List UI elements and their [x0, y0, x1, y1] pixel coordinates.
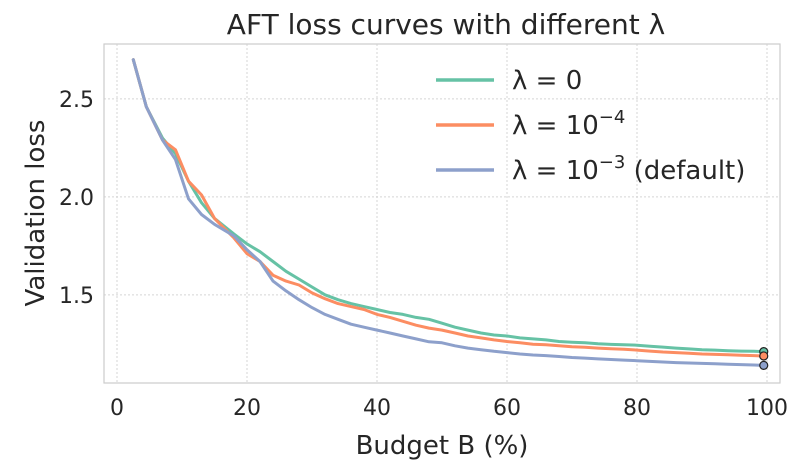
y-tick-label: 2.5 — [59, 88, 94, 113]
x-tick-label: 20 — [233, 396, 261, 421]
y-tick-label: 1.5 — [59, 284, 94, 309]
x-axis-label: Budget B (%) — [356, 431, 529, 461]
grid — [104, 44, 780, 383]
series-line-3 — [131, 58, 766, 367]
series-endpoint-2 — [759, 351, 769, 361]
plot-frame — [103, 43, 781, 384]
series-line-2 — [131, 58, 766, 358]
legend: λ = 0 λ = 10−4 λ = 10−3 (default) — [436, 66, 745, 186]
x-tick-label: 40 — [363, 396, 391, 421]
chart-title: AFT loss curves with different λ — [227, 8, 665, 41]
y-tick-label: 2.0 — [59, 186, 94, 211]
legend-label-2: λ = 10−4 — [512, 107, 625, 141]
endpoint-markers — [759, 347, 769, 370]
series-line-1 — [131, 58, 766, 354]
x-tick-label: 80 — [623, 396, 651, 421]
x-tick-label: 60 — [493, 396, 521, 421]
series-layer — [131, 58, 766, 367]
y-axis-label: Validation loss — [21, 120, 51, 307]
x-tick-label: 100 — [746, 396, 788, 421]
series-endpoint-3 — [759, 360, 769, 370]
legend-label-3: λ = 10−3 (default) — [512, 152, 745, 186]
y-axis-ticks: 1.5 2.0 2.5 — [59, 88, 94, 309]
legend-label-1: λ = 0 — [512, 66, 582, 96]
x-axis-ticks: 0 20 40 60 80 100 — [110, 396, 788, 421]
x-tick-label: 0 — [110, 396, 124, 421]
